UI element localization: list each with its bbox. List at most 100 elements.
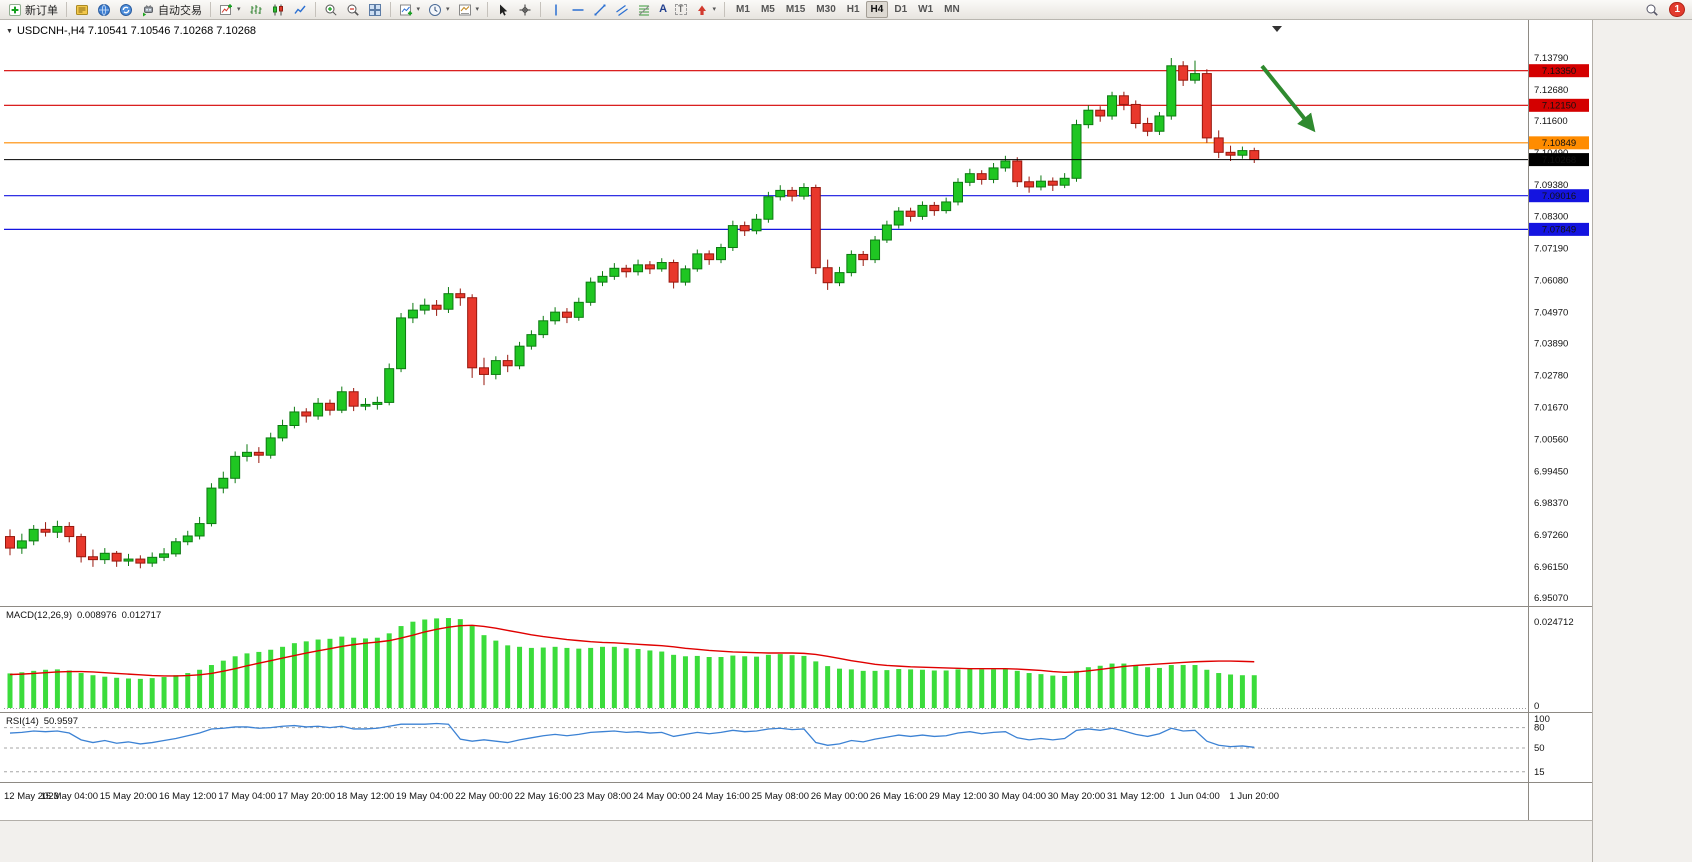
text-button[interactable]: A xyxy=(655,1,671,19)
tile-windows-icon xyxy=(368,3,381,16)
timeframe-button[interactable]: H4 xyxy=(865,1,889,18)
macd-histogram-bar xyxy=(979,669,985,708)
macd-histogram-bar xyxy=(540,647,546,708)
tile-windows-button[interactable] xyxy=(364,1,386,19)
price-line-tag[interactable] xyxy=(1529,98,1589,112)
indicators-button[interactable]: ▾ xyxy=(395,1,425,19)
candle-body xyxy=(218,477,229,489)
community-button[interactable] xyxy=(93,1,115,19)
trendline-icon xyxy=(594,4,606,15)
timeframe-button[interactable]: M1 xyxy=(736,4,750,15)
one-click-trading-collapse-icon[interactable]: ▼ xyxy=(6,27,13,35)
price-line-tag[interactable] xyxy=(1529,136,1589,150)
candle-body xyxy=(644,264,655,270)
price-axis-label: 7.12680 xyxy=(1534,85,1568,96)
candle-body xyxy=(858,253,869,261)
horizontal-line-button[interactable] xyxy=(567,1,589,19)
macd-histogram-bar xyxy=(1109,663,1115,708)
candle-body xyxy=(1130,103,1141,124)
crosshair-button[interactable] xyxy=(514,1,536,19)
timeframe-button[interactable]: D1 xyxy=(894,4,908,15)
macd-histogram-bar xyxy=(919,669,925,708)
candlestick-chart-button[interactable] xyxy=(267,1,289,19)
periods-button[interactable]: ▾ xyxy=(424,1,454,19)
price-axis-label: 6.98370 xyxy=(1534,498,1568,509)
notification-badge[interactable]: 1 xyxy=(1669,2,1685,17)
candle-body xyxy=(941,201,952,212)
line-chart-button[interactable] xyxy=(289,1,311,19)
fibonacci-icon xyxy=(638,5,650,15)
zoom-out-icon xyxy=(347,4,359,16)
zoom-out-button[interactable] xyxy=(342,1,364,19)
new-chart-button[interactable]: ▾ xyxy=(215,1,245,19)
price-axis-label: 6.99450 xyxy=(1534,467,1568,478)
candle-body xyxy=(633,264,644,273)
timeframe-button[interactable]: M15 xyxy=(785,4,806,15)
time-axis-label: 30 May 04:00 xyxy=(988,791,1046,802)
arrows-button[interactable]: ▾ xyxy=(691,1,721,19)
timeframe-button[interactable]: M5 xyxy=(760,4,775,15)
timeframe-button[interactable]: H1 xyxy=(846,4,860,15)
candle-body xyxy=(1118,95,1129,105)
price-line-tag[interactable] xyxy=(1529,64,1589,78)
zoom-in-button[interactable] xyxy=(320,1,342,19)
time-axis-label: 1 Jun 04:00 xyxy=(1170,791,1220,802)
vertical-line-button[interactable] xyxy=(545,1,567,19)
text-label-button[interactable]: T xyxy=(671,1,691,19)
editor-icon xyxy=(76,4,88,15)
candle-body xyxy=(538,320,549,336)
macd-histogram-bar xyxy=(884,670,890,708)
templates-button[interactable]: ▾ xyxy=(454,1,484,19)
price-line-tag[interactable] xyxy=(1529,189,1589,203)
channel-button[interactable] xyxy=(611,1,633,19)
time-axis-label: 26 May 16:00 xyxy=(870,791,928,802)
timeframe-button[interactable]: W1 xyxy=(918,4,934,15)
new-order-button[interactable]: 新订单 xyxy=(4,1,62,19)
auto-trading-button[interactable]: 自动交易 xyxy=(137,1,206,19)
candle-body xyxy=(716,247,726,261)
metaeditor-button[interactable] xyxy=(71,1,93,19)
candle-body xyxy=(692,253,703,270)
candle-body xyxy=(360,403,371,407)
price-axis-label: 7.03890 xyxy=(1534,339,1568,350)
candle-body xyxy=(372,401,383,405)
candle-body xyxy=(1012,160,1023,183)
macd-histogram-bar xyxy=(1062,675,1068,708)
refresh-icon xyxy=(120,3,132,16)
macd-histogram-bar xyxy=(694,655,700,708)
fibonacci-button[interactable] xyxy=(633,1,655,19)
macd-histogram-bar xyxy=(220,660,226,708)
toolbar-separator xyxy=(724,2,726,17)
rsi-indicator-label: RSI(14) 50.9597 xyxy=(6,716,78,727)
trendline-button[interactable] xyxy=(589,1,611,19)
search-button[interactable] xyxy=(1641,1,1663,19)
macd-histogram-bar xyxy=(777,654,783,708)
timeframe-button[interactable]: M30 xyxy=(816,4,836,15)
clock-icon xyxy=(429,3,442,16)
macd-histogram-bar xyxy=(481,635,487,708)
timeframe-button[interactable]: MN xyxy=(944,4,960,15)
refresh-button[interactable] xyxy=(115,1,137,19)
macd-histogram-bar xyxy=(517,646,523,708)
chart-shift-marker[interactable] xyxy=(1272,26,1282,32)
macd-histogram-bar xyxy=(671,654,677,708)
macd-histogram-bar xyxy=(268,649,274,708)
time-axis-label: 1 Jun 20:00 xyxy=(1229,791,1279,802)
candle-body xyxy=(834,272,845,284)
macd-histogram-bar xyxy=(280,646,286,708)
candle-body xyxy=(147,556,158,564)
cursor-button[interactable] xyxy=(492,1,514,19)
price-line-tag[interactable] xyxy=(1529,222,1589,236)
trend-arrow-annotation[interactable] xyxy=(1260,64,1316,133)
candle-body xyxy=(976,173,987,180)
candle-body xyxy=(348,391,359,407)
candle-body xyxy=(1237,150,1248,156)
toolbar-separator xyxy=(487,2,489,17)
time-axis-label: 15 May 20:00 xyxy=(100,791,158,802)
toolbar-right: 1 xyxy=(1641,1,1688,19)
candle-body xyxy=(52,525,63,533)
macd-histogram-bar xyxy=(315,639,321,708)
bar-chart-button[interactable] xyxy=(245,1,267,19)
time-axis-label: 29 May 12:00 xyxy=(929,791,987,802)
macd-histogram-bar xyxy=(1168,665,1174,708)
